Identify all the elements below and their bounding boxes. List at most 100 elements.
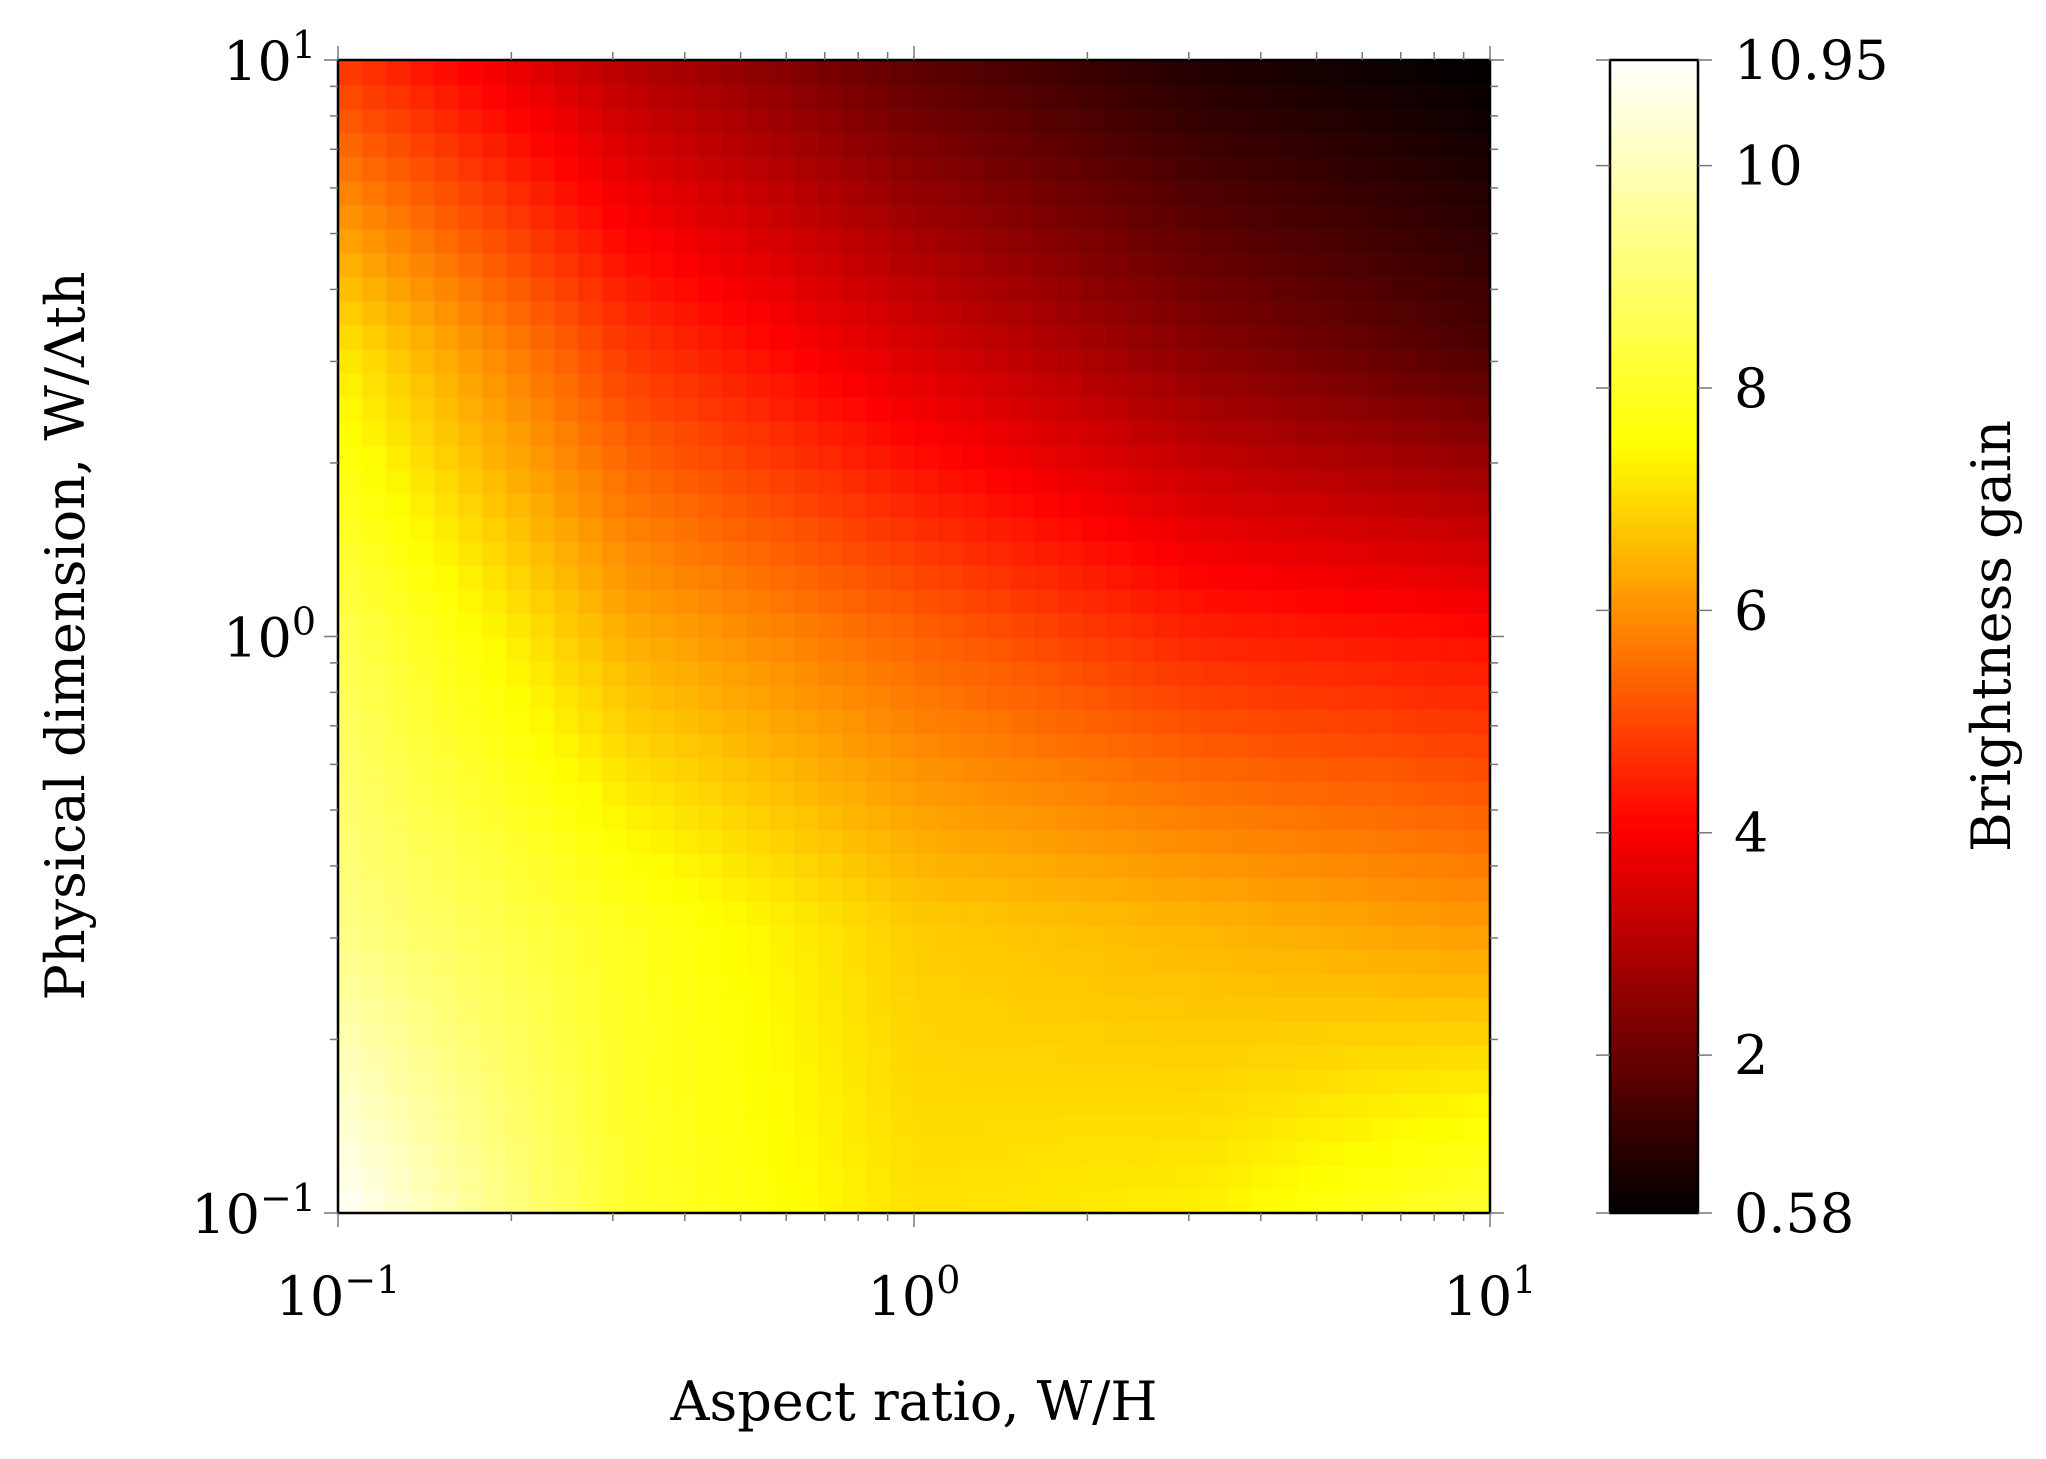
- heatmap-cell: [842, 228, 867, 253]
- colorbar-swatch: [1610, 884, 1698, 891]
- heatmap-cell: [458, 1092, 483, 1118]
- heatmap-cell: [434, 900, 459, 926]
- heatmap-cell: [386, 1092, 411, 1118]
- heatmap-cell: [386, 180, 411, 205]
- heatmap-cell: [362, 900, 387, 926]
- heatmap-cell: [1058, 276, 1083, 302]
- heatmap-cell: [338, 588, 363, 614]
- heatmap-cell: [338, 636, 363, 662]
- heatmap-cell: [818, 708, 843, 734]
- heatmap-cell: [650, 84, 675, 109]
- colorbar-swatch: [1610, 232, 1698, 240]
- heatmap-cell: [1010, 588, 1035, 614]
- heatmap-cell: [1058, 852, 1083, 878]
- heatmap-cell: [386, 660, 411, 686]
- heatmap-cell: [1274, 516, 1299, 542]
- heatmap-cell: [674, 900, 699, 926]
- heatmap-cell: [818, 996, 843, 1022]
- heatmap-cell: [1322, 1020, 1347, 1046]
- heatmap-cell: [1250, 1116, 1275, 1142]
- heatmap-cell: [1274, 636, 1299, 662]
- heatmap-cell: [866, 684, 891, 710]
- heatmap-cell: [770, 948, 795, 974]
- heatmap-cell: [1058, 516, 1083, 542]
- heatmap-cell: [506, 924, 531, 950]
- heatmap-cell: [626, 300, 651, 326]
- heatmap-cell: [434, 660, 459, 686]
- heatmap-cell: [530, 996, 555, 1022]
- heatmap-cell: [866, 1140, 891, 1166]
- heatmap-cell: [626, 564, 651, 590]
- heatmap-cell: [674, 516, 699, 542]
- heatmap-cell: [866, 132, 891, 157]
- heatmap-cell: [1370, 228, 1395, 253]
- heatmap-cell: [482, 276, 507, 302]
- heatmap-cell: [578, 132, 603, 157]
- heatmap-cell: [530, 492, 555, 518]
- heatmap-cell: [554, 1068, 579, 1094]
- heatmap-cell: [1226, 852, 1251, 878]
- heatmap-cell: [698, 300, 723, 326]
- heatmap-cell: [338, 612, 363, 638]
- heatmap-cell: [1034, 780, 1059, 806]
- heatmap-cell: [962, 324, 987, 350]
- heatmap-cell: [1010, 780, 1035, 806]
- heatmap-cell: [1418, 828, 1443, 854]
- heatmap-cell: [698, 468, 723, 494]
- heatmap-cell: [1250, 492, 1275, 518]
- colorbar-swatch: [1610, 1161, 1698, 1168]
- heatmap-cell: [1154, 852, 1179, 878]
- heatmap-cell: [434, 228, 459, 253]
- heatmap-cell: [1010, 396, 1035, 422]
- heatmap-cell: [890, 780, 915, 806]
- heatmap-cell: [674, 132, 699, 157]
- heatmap-cell: [962, 468, 987, 494]
- heatmap-cell: [986, 108, 1011, 133]
- heatmap-cell: [842, 636, 867, 662]
- heatmap-cell: [794, 636, 819, 662]
- heatmap-cell: [914, 1020, 939, 1046]
- heatmap-cell: [674, 372, 699, 398]
- heatmap-cell: [890, 756, 915, 782]
- heatmap-cell: [482, 828, 507, 854]
- heatmap-cell: [1442, 540, 1467, 566]
- heatmap-cell: [722, 828, 747, 854]
- heatmap-cell: [722, 372, 747, 398]
- heatmap-cell: [1250, 228, 1275, 253]
- heatmap-cell: [1466, 804, 1490, 830]
- heatmap-cell: [1010, 156, 1035, 181]
- heatmap-cell: [386, 996, 411, 1022]
- heatmap-cell: [554, 660, 579, 686]
- heatmap-cell: [722, 204, 747, 229]
- heatmap-cell: [1394, 780, 1419, 806]
- heatmap-cell: [890, 828, 915, 854]
- heatmap-cell: [962, 1164, 987, 1190]
- colorbar-swatch: [1610, 215, 1698, 223]
- heatmap-cell: [986, 924, 1011, 950]
- heatmap-cell: [1082, 204, 1107, 229]
- heatmap-cell: [434, 612, 459, 638]
- heatmap-cell: [1298, 300, 1323, 326]
- heatmap-cell: [914, 660, 939, 686]
- heatmap-cell: [1442, 1044, 1467, 1070]
- heatmap-cell: [794, 756, 819, 782]
- heatmap-cell: [482, 132, 507, 157]
- heatmap-cell: [626, 1164, 651, 1190]
- heatmap-cell: [1442, 732, 1467, 758]
- heatmap-cell: [1322, 1044, 1347, 1070]
- heatmap-cell: [626, 156, 651, 181]
- heatmap-cell: [1010, 852, 1035, 878]
- heatmap-cell: [434, 1020, 459, 1046]
- heatmap-cell: [1346, 108, 1371, 133]
- heatmap-cell: [1298, 588, 1323, 614]
- heatmap-cell: [1418, 420, 1443, 446]
- heatmap-cell: [986, 876, 1011, 902]
- heatmap-cell: [1154, 876, 1179, 902]
- heatmap-cell: [650, 852, 675, 878]
- heatmap-cell: [1058, 708, 1083, 734]
- heatmap-cell: [938, 1116, 963, 1142]
- heatmap-cell: [458, 540, 483, 566]
- heatmap-cell: [770, 972, 795, 998]
- heatmap-cell: [1394, 300, 1419, 326]
